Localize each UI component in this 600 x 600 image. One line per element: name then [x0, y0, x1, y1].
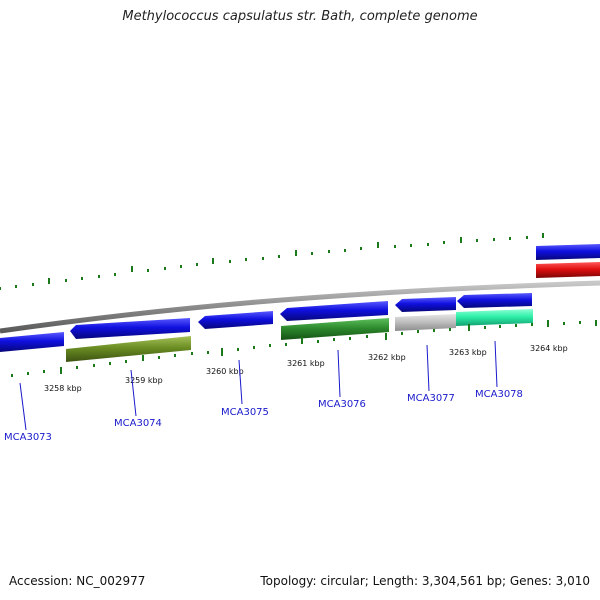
kbp-label: 3260 kbp [206, 367, 244, 376]
gene-arrow-mca3074[interactable] [70, 318, 190, 339]
kbp-label: 3258 kbp [44, 384, 82, 393]
genome-summary-text: Topology: circular; Length: 3,304,561 bp… [260, 574, 590, 588]
kbp-label: 3264 kbp [530, 344, 568, 353]
outer-feature-ring [536, 244, 600, 278]
gene-arrow-mca3078[interactable] [457, 293, 532, 308]
genome-backbone [0, 280, 600, 334]
gene-arrow-mca3077[interactable] [395, 297, 456, 312]
lower-tick-row [11, 320, 597, 377]
kbp-label: 3261 kbp [287, 359, 325, 368]
gene-labels: MCA3073 MCA3074 MCA3075 MCA3076 MCA3077 … [4, 389, 523, 443]
outer-forward-gene [536, 244, 600, 260]
gene-label-mca3078[interactable]: MCA3078 [475, 389, 523, 400]
gene-label-mca3075[interactable]: MCA3075 [221, 407, 269, 418]
leader-line-mca3074 [130, 369, 137, 417]
gene-arrow-mca3076[interactable] [280, 301, 388, 321]
upper-tick-row [0, 233, 544, 290]
gene-leader-lines [19, 340, 498, 431]
gene-label-mca3073[interactable]: MCA3073 [4, 432, 52, 443]
gene-label-mca3074[interactable]: MCA3074 [114, 418, 162, 429]
cog-box-mca3077 [395, 314, 456, 331]
reverse-strand-cds [0, 293, 532, 352]
kbp-label: 3263 kbp [449, 348, 487, 357]
leader-line-mca3073 [19, 382, 27, 431]
accession-text: Accession: NC_002977 [9, 574, 146, 588]
kbp-label: 3259 kbp [125, 376, 163, 385]
gene-label-mca3076[interactable]: MCA3076 [318, 399, 366, 410]
cog-box-mca3076 [281, 318, 389, 340]
leader-line-mca3075 [238, 359, 243, 405]
outer-cog-gene [536, 262, 600, 278]
leader-line-mca3076 [337, 349, 341, 398]
cog-box-mca3074 [66, 336, 191, 362]
gene-label-mca3077[interactable]: MCA3077 [407, 393, 455, 404]
gene-arrow-mca3073[interactable] [0, 332, 64, 352]
map-title: Methylococcus capsulatus str. Bath, comp… [122, 9, 478, 24]
leader-line-mca3078 [494, 340, 498, 388]
gene-arrow-mca3075[interactable] [198, 311, 273, 329]
cog-box-mca3078 [456, 309, 533, 326]
kbp-label: 3262 kbp [368, 353, 406, 362]
leader-line-mca3077 [426, 344, 430, 392]
kbp-scale-labels: 3258 kbp 3259 kbp 3260 kbp 3261 kbp 3262… [44, 344, 568, 393]
cog-category-track [66, 309, 533, 362]
